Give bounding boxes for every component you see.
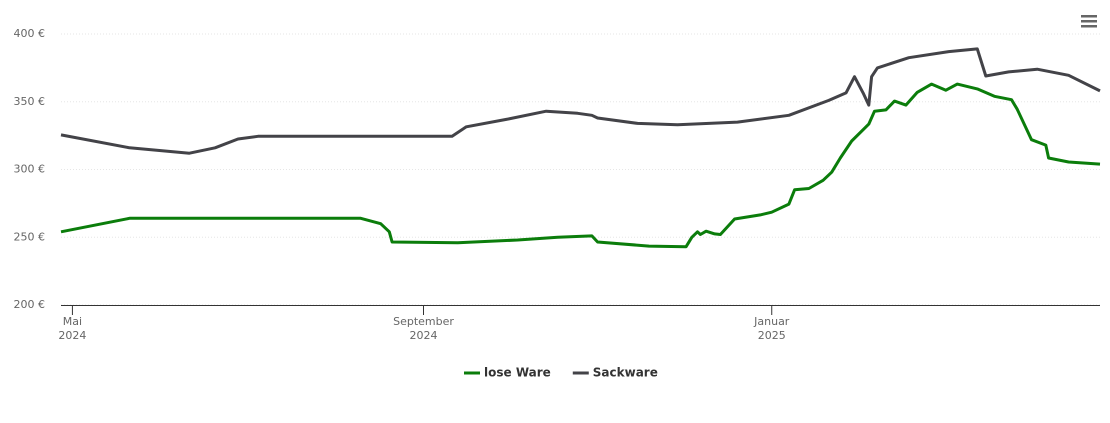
legend-item[interactable]: Sackware — [572, 366, 658, 380]
legend-label[interactable]: Sackware — [593, 366, 658, 380]
menu-bar[interactable] — [1081, 15, 1097, 18]
y-tick-label: 250 € — [14, 230, 46, 243]
menu-bar[interactable] — [1081, 20, 1097, 23]
menu-button[interactable] — [1081, 15, 1097, 28]
x-tick-label: 2024 — [410, 329, 438, 342]
x-tick-label: 2025 — [758, 329, 786, 342]
y-tick-label: 200 € — [14, 298, 46, 311]
legend-label[interactable]: lose Ware — [484, 366, 551, 380]
legend-item[interactable]: lose Ware — [464, 366, 551, 380]
x-tick-label: Mai — [63, 315, 82, 328]
legend: lose Ware Sackware — [464, 366, 658, 380]
x-tick-label: 2024 — [58, 329, 86, 342]
line-series — [60, 82, 1101, 249]
x-tick-label: Januar — [753, 315, 790, 328]
y-tick-label: 350 € — [14, 95, 46, 108]
x-tick-label: September — [393, 315, 454, 328]
y-tick-label: 300 € — [14, 163, 46, 176]
menu-bar[interactable] — [1081, 25, 1097, 28]
line-series — [60, 47, 1101, 155]
y-tick-label: 400 € — [14, 27, 46, 40]
